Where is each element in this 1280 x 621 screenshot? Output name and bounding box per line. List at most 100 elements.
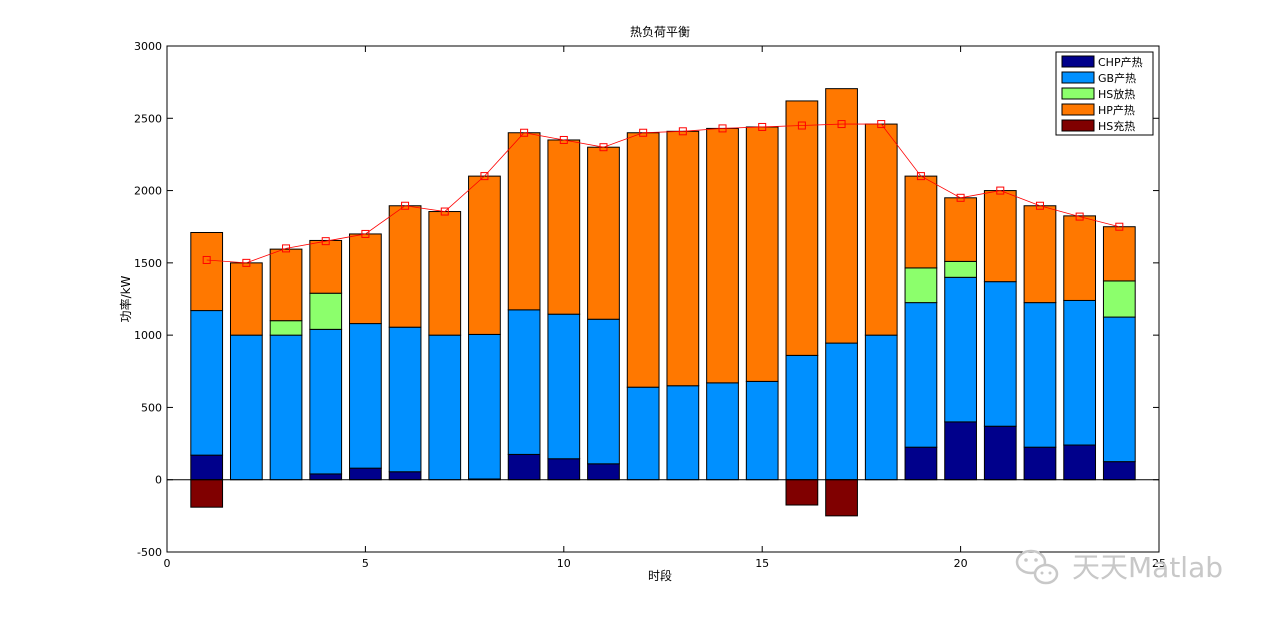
bar-segment-2-period-8 <box>468 333 501 480</box>
x-tick-label: 25 <box>1152 557 1166 570</box>
bar-segment-2-period-9 <box>507 309 541 455</box>
bar-segment-1-period-1 <box>190 454 224 481</box>
y-tick-label: 500 <box>141 401 162 414</box>
load-marker-period-5 <box>361 229 370 238</box>
bar-segment-4-period-22 <box>1023 205 1057 304</box>
x-tick-label: 0 <box>164 557 171 570</box>
bar-segment-4-period-6 <box>388 205 422 328</box>
load-marker-period-14 <box>718 124 727 133</box>
legend-label: HP产热 <box>1098 103 1135 117</box>
load-line-layer <box>202 120 1124 267</box>
legend-swatch <box>1061 119 1095 132</box>
bar-segment-3-period-24 <box>1102 280 1136 318</box>
bar-segment-2-period-13 <box>666 385 700 481</box>
wechat-icon <box>1015 549 1059 585</box>
x-axis-label: 时段 <box>648 568 672 583</box>
y-tick-label: 2000 <box>134 185 162 198</box>
y-tick-label: 1000 <box>134 329 162 342</box>
bar-segment-4-period-19 <box>904 175 938 269</box>
load-marker-period-17 <box>837 120 846 129</box>
load-line <box>206 123 1120 264</box>
bar-segment-4-period-11 <box>587 146 620 320</box>
bar-segment-1-period-24 <box>1102 461 1136 481</box>
bar-segment-2-period-24 <box>1102 316 1136 463</box>
bar-segment-4-period-9 <box>507 132 541 311</box>
y-tick-label: 2500 <box>134 112 162 125</box>
bar-segment-5-period-17 <box>825 479 858 517</box>
bar-segment-2-period-5 <box>349 323 382 469</box>
bar-segment-1-period-11 <box>587 463 620 481</box>
y-axis-label: 功率/kW <box>118 275 133 322</box>
bar-segment-1-period-23 <box>1063 444 1097 481</box>
bar-segment-4-period-16 <box>785 100 819 356</box>
load-marker-period-20 <box>956 193 965 202</box>
bar-segment-2-period-1 <box>190 310 224 456</box>
bar-segment-1-period-19 <box>904 446 938 481</box>
bar-segment-4-period-20 <box>944 197 977 262</box>
load-marker-period-10 <box>559 135 568 144</box>
bar-segment-2-period-14 <box>706 382 739 481</box>
bar-segment-2-period-11 <box>587 318 620 465</box>
bar-segment-4-period-15 <box>745 126 779 382</box>
load-marker-period-11 <box>599 143 608 152</box>
bar-segment-3-period-19 <box>904 267 938 304</box>
bar-segment-4-period-3 <box>269 248 303 322</box>
legend-swatch <box>1061 71 1095 84</box>
chart-title: 热负荷平衡 <box>630 25 690 39</box>
legend-swatch <box>1061 103 1095 116</box>
bar-segment-2-period-22 <box>1023 302 1057 448</box>
bar-segment-1-period-10 <box>547 458 581 481</box>
legend: CHP产热 GB产热 HS放热 HP产热 HS充热 <box>1055 51 1154 136</box>
load-marker-period-6 <box>401 201 410 210</box>
load-marker-period-2 <box>242 258 251 267</box>
bar-segment-4-period-17 <box>825 88 858 344</box>
bar-segment-4-period-10 <box>547 139 581 315</box>
bar-segment-4-period-5 <box>349 233 382 325</box>
legend-swatch <box>1061 87 1095 100</box>
bar-segment-4-period-4 <box>309 239 343 294</box>
bar-segment-2-period-10 <box>547 313 581 460</box>
bar-segment-1-period-20 <box>944 421 977 481</box>
legend-label: HS充热 <box>1098 119 1135 133</box>
bar-segment-1-period-4 <box>309 473 343 481</box>
load-marker-period-23 <box>1075 212 1084 221</box>
load-marker-period-13 <box>678 127 687 136</box>
bars-layer <box>190 88 1136 517</box>
bar-segment-2-period-18 <box>864 334 898 481</box>
load-marker-period-22 <box>1035 201 1044 210</box>
bar-segment-3-period-3 <box>269 320 303 336</box>
bar-segment-2-period-3 <box>269 334 303 481</box>
bar-segment-2-period-7 <box>428 334 462 481</box>
load-marker-period-4 <box>321 237 330 246</box>
legend-label: CHP产热 <box>1098 55 1143 69</box>
x-tick-label: 5 <box>362 557 369 570</box>
legend-label: GB产热 <box>1098 71 1136 85</box>
plot-frame <box>166 45 1160 553</box>
bar-segment-4-period-2 <box>229 262 263 336</box>
load-marker-period-3 <box>282 244 291 253</box>
load-marker-period-1 <box>202 255 211 264</box>
load-marker-period-18 <box>877 120 886 129</box>
x-tick-label: 20 <box>954 557 968 570</box>
bar-segment-2-period-17 <box>825 342 858 481</box>
load-marker-period-8 <box>480 172 489 181</box>
bar-segment-1-period-21 <box>983 425 1017 481</box>
bar-segment-2-period-12 <box>626 386 660 481</box>
bar-segment-2-period-23 <box>1063 299 1097 446</box>
bar-segment-2-period-4 <box>309 328 343 475</box>
load-marker-period-24 <box>1115 222 1124 231</box>
x-tick-label: 15 <box>755 557 769 570</box>
load-marker-period-9 <box>520 128 529 137</box>
bar-segment-1-period-22 <box>1023 446 1057 481</box>
bar-segment-5-period-1 <box>190 479 224 508</box>
y-tick-label: 1500 <box>134 257 162 270</box>
bar-segment-1-period-9 <box>507 453 541 481</box>
bar-segment-4-period-1 <box>190 231 224 312</box>
load-marker-period-15 <box>758 122 767 131</box>
bar-segment-3-period-20 <box>944 260 977 278</box>
legend-label: HS放热 <box>1098 87 1135 101</box>
load-marker-period-19 <box>916 172 925 181</box>
bar-segment-2-period-16 <box>785 354 819 481</box>
